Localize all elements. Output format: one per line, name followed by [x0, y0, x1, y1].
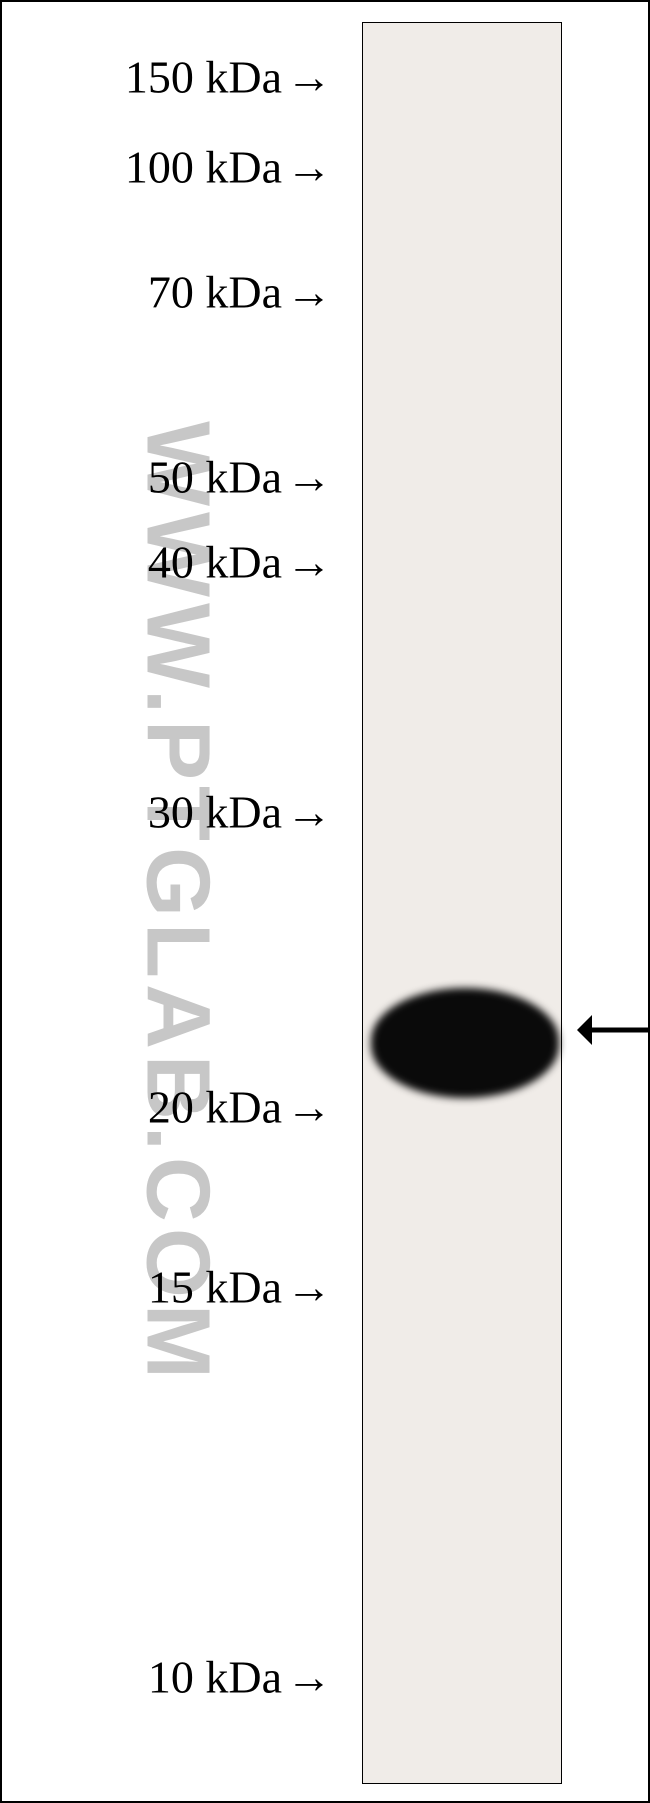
arrow-right-icon: → — [286, 1651, 332, 1704]
mw-marker-2: 70 kDa→ — [2, 266, 332, 319]
mw-marker-text: 10 kDa — [148, 1652, 282, 1703]
mw-marker-text: 15 kDa — [148, 1262, 282, 1313]
arrow-right-icon: → — [286, 51, 332, 104]
mw-marker-text: 40 kDa — [148, 537, 282, 588]
mw-marker-3: 50 kDa→ — [2, 451, 332, 504]
mw-marker-text: 150 kDa — [125, 52, 282, 103]
mw-marker-4: 40 kDa→ — [2, 536, 332, 589]
mw-marker-6: 20 kDa→ — [2, 1081, 332, 1134]
mw-marker-8: 10 kDa→ — [2, 1651, 332, 1704]
arrow-right-icon: → — [286, 266, 332, 319]
arrow-right-icon: → — [286, 1081, 332, 1134]
blot-figure: WWW.PTGLAB.COM 150 kDa→100 kDa→70 kDa→50… — [0, 0, 650, 1803]
gel-lane — [362, 22, 562, 1784]
mw-marker-text: 70 kDa — [148, 267, 282, 318]
arrow-right-icon: → — [286, 451, 332, 504]
band-indicator-arrow — [577, 1013, 650, 1048]
mw-marker-0: 150 kDa→ — [2, 51, 332, 104]
arrow-right-icon: → — [286, 1261, 332, 1314]
mw-marker-text: 20 kDa — [148, 1082, 282, 1133]
mw-marker-1: 100 kDa→ — [2, 141, 332, 194]
mw-marker-text: 50 kDa — [148, 452, 282, 503]
mw-marker-text: 30 kDa — [148, 787, 282, 838]
protein-band — [371, 988, 559, 1098]
arrow-right-icon: → — [286, 536, 332, 589]
mw-marker-7: 15 kDa→ — [2, 1261, 332, 1314]
mw-marker-5: 30 kDa→ — [2, 786, 332, 839]
arrow-right-icon: → — [286, 141, 332, 194]
mw-marker-text: 100 kDa — [125, 142, 282, 193]
arrow-right-icon: → — [286, 786, 332, 839]
